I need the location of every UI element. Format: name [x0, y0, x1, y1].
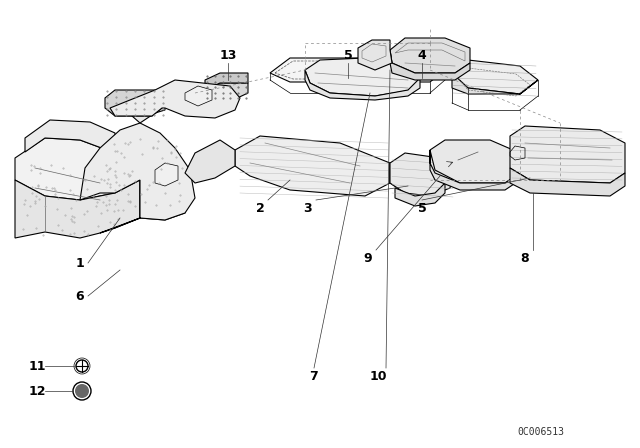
Text: 0C006513: 0C006513: [517, 427, 564, 437]
Polygon shape: [430, 140, 520, 183]
Text: 8: 8: [521, 251, 529, 264]
Polygon shape: [15, 180, 140, 238]
Text: 13: 13: [220, 48, 237, 61]
Polygon shape: [185, 86, 212, 106]
Text: 1: 1: [76, 257, 84, 270]
Circle shape: [75, 384, 89, 398]
Polygon shape: [205, 73, 248, 90]
Polygon shape: [15, 138, 140, 200]
Text: 6: 6: [76, 289, 84, 302]
Text: 5: 5: [418, 202, 426, 215]
Text: 9: 9: [364, 251, 372, 264]
Polygon shape: [235, 136, 390, 196]
Polygon shape: [270, 58, 445, 82]
Polygon shape: [390, 38, 470, 73]
Polygon shape: [80, 123, 195, 233]
Polygon shape: [390, 50, 470, 80]
Text: 10: 10: [369, 370, 387, 383]
Polygon shape: [358, 40, 392, 70]
Polygon shape: [430, 150, 520, 190]
Polygon shape: [510, 168, 625, 196]
Text: 11: 11: [28, 359, 45, 372]
Polygon shape: [25, 120, 115, 153]
Polygon shape: [452, 60, 538, 94]
Polygon shape: [155, 163, 178, 186]
Text: 3: 3: [304, 202, 312, 215]
Polygon shape: [140, 163, 185, 220]
Polygon shape: [395, 183, 445, 206]
Polygon shape: [452, 73, 538, 94]
Polygon shape: [110, 80, 240, 118]
Text: 4: 4: [418, 48, 426, 61]
Polygon shape: [390, 160, 420, 193]
Polygon shape: [132, 93, 165, 123]
Polygon shape: [390, 153, 455, 196]
Text: 7: 7: [310, 370, 318, 383]
Polygon shape: [450, 150, 600, 176]
Polygon shape: [305, 70, 420, 100]
Text: 2: 2: [255, 202, 264, 215]
Polygon shape: [105, 90, 165, 116]
Polygon shape: [185, 140, 235, 183]
Text: 5: 5: [344, 48, 353, 61]
Polygon shape: [510, 126, 625, 183]
Text: 12: 12: [28, 384, 45, 397]
Polygon shape: [305, 58, 420, 96]
Polygon shape: [205, 83, 248, 100]
